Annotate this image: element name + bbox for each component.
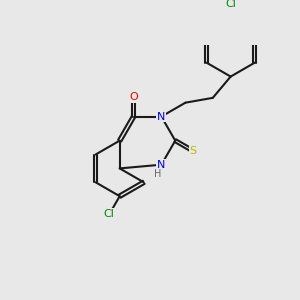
Text: Cl: Cl [225,0,236,9]
Text: N: N [157,112,166,122]
Text: H: H [154,169,161,178]
Text: O: O [129,92,138,102]
Text: S: S [190,146,197,156]
Text: N: N [157,160,166,170]
Text: Cl: Cl [104,209,115,219]
